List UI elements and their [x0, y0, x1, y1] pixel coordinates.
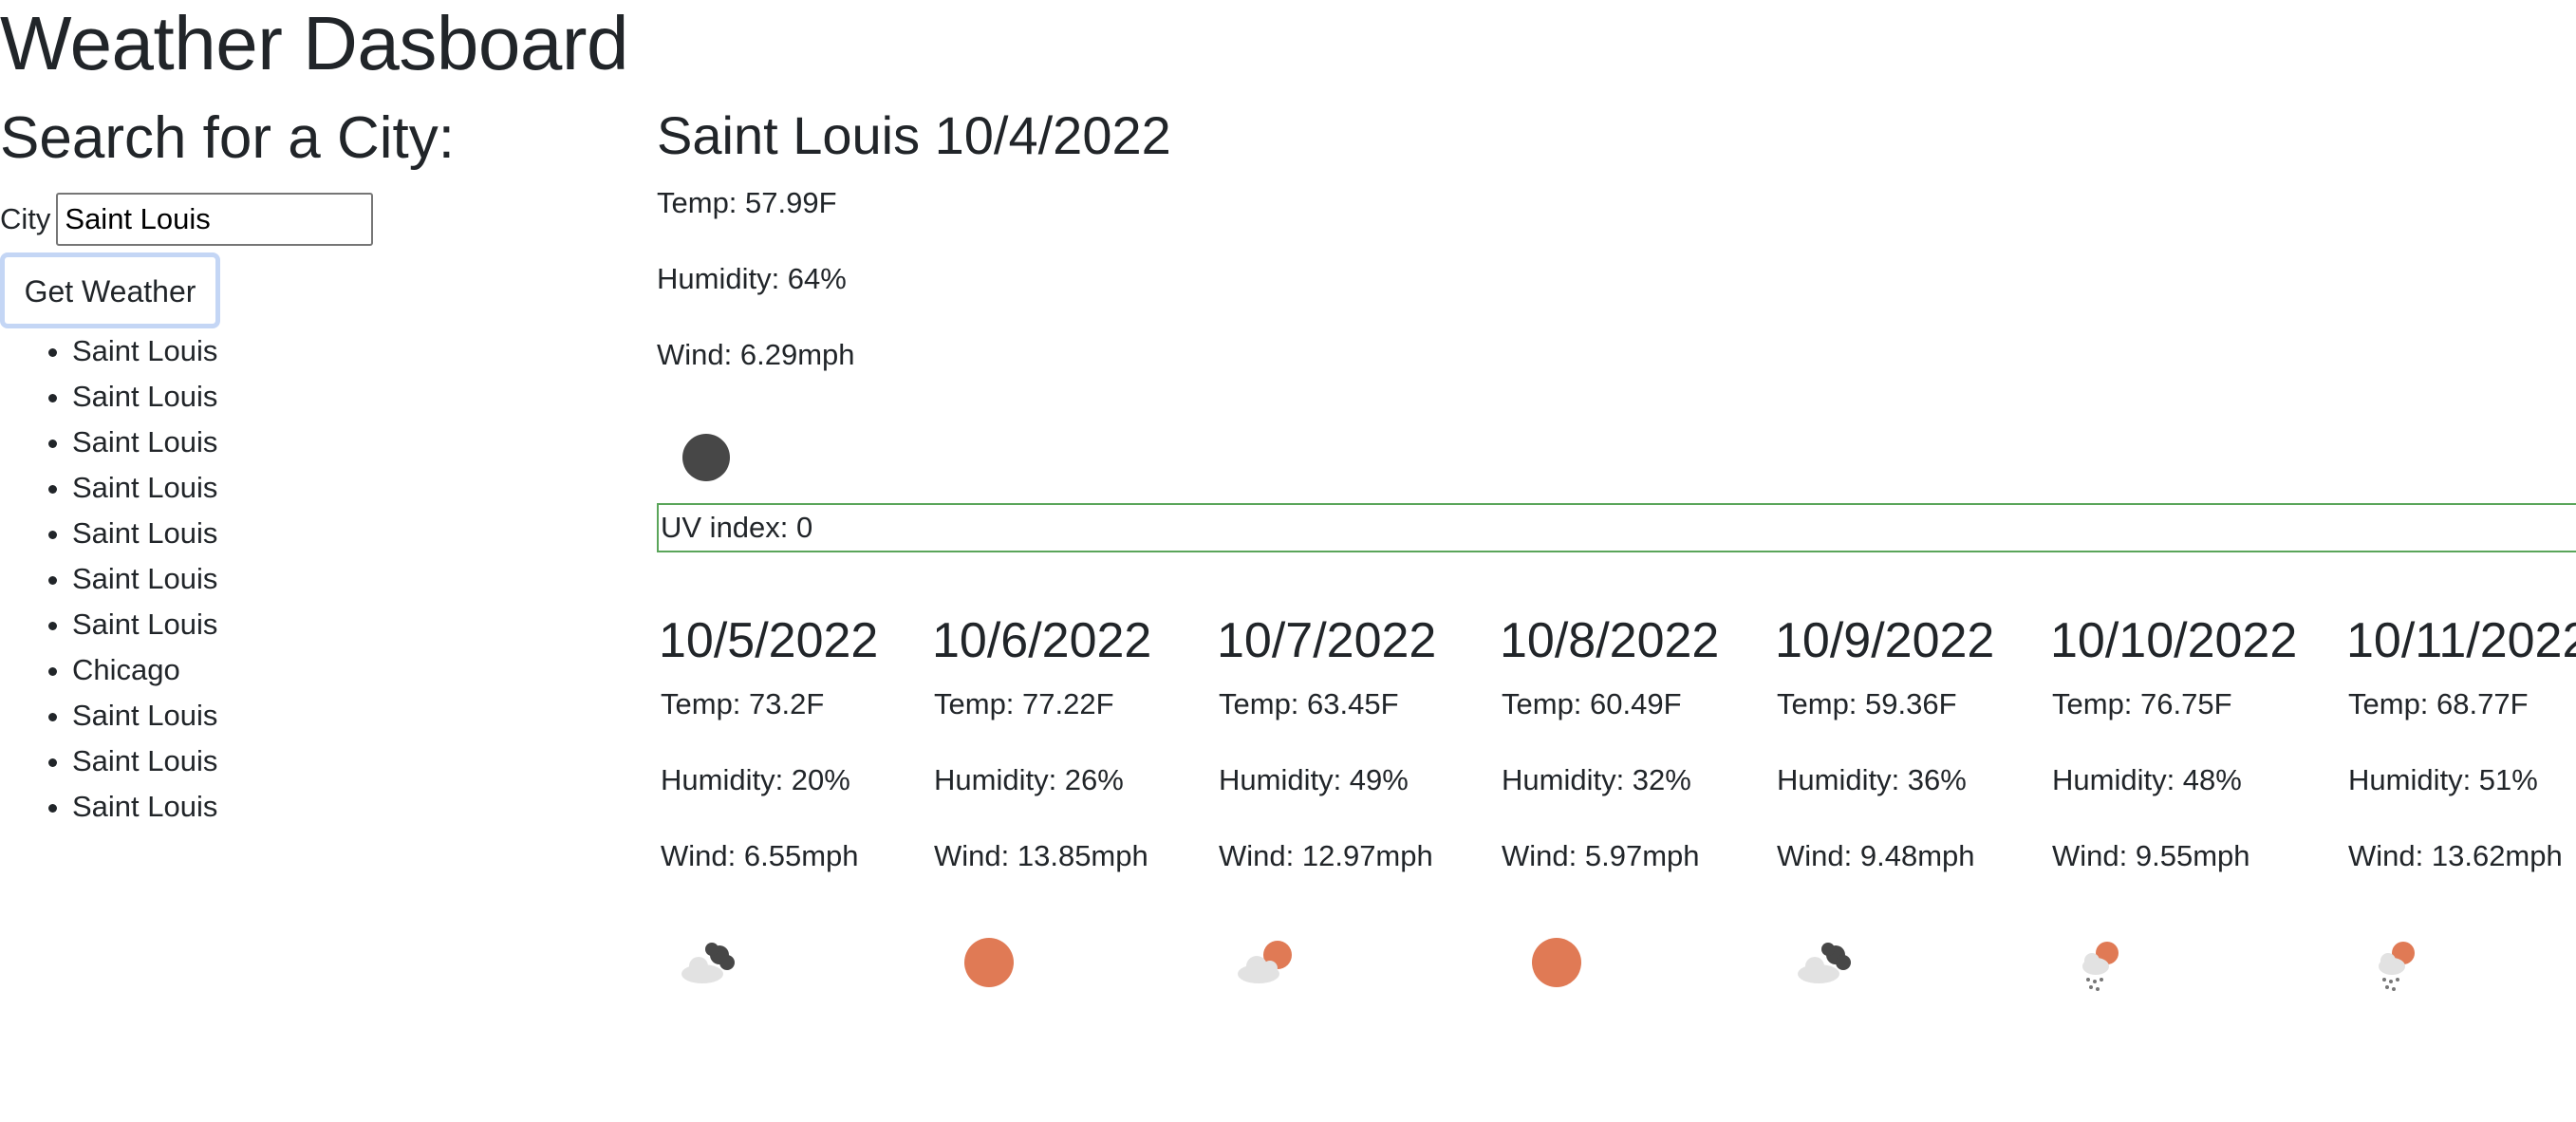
history-item[interactable]: Chicago: [72, 647, 217, 693]
forecast-card: 10/9/2022 Temp: 59.36F Humidity: 36% Win…: [1775, 608, 1995, 983]
forecast-card: 10/5/2022 Temp: 73.2F Humidity: 20% Wind…: [659, 608, 879, 983]
sun-icon: [964, 938, 1014, 987]
current-wind: Wind: 6.29mph: [657, 338, 855, 371]
forecast-temp: Temp: 63.45F: [1219, 687, 1399, 720]
forecast-humidity: Humidity: 49%: [1219, 763, 1409, 796]
forecast-wind: Wind: 12.97mph: [1219, 839, 1433, 872]
forecast-wind: Wind: 13.62mph: [2348, 839, 2563, 872]
forecast-date: 10/7/2022: [1217, 613, 1437, 668]
forecast-date: 10/5/2022: [659, 613, 879, 668]
history-item[interactable]: Saint Louis: [72, 739, 217, 784]
forecast-date: 10/10/2022: [2050, 613, 2298, 668]
uv-index: UV index: 0: [657, 503, 2576, 552]
forecast-wind: Wind: 9.48mph: [1777, 839, 1975, 872]
cloudy-night-icon: [681, 943, 735, 983]
forecast-temp: Temp: 68.77F: [2348, 687, 2529, 720]
history-item[interactable]: Saint Louis: [72, 328, 217, 374]
history-item[interactable]: Saint Louis: [72, 556, 217, 602]
history-item[interactable]: Saint Louis: [72, 602, 217, 647]
search-panel: Search for a City: City Get Weather Sain…: [0, 103, 607, 823]
forecast-date: 10/8/2022: [1500, 613, 1720, 668]
forecast-humidity: Humidity: 51%: [2348, 763, 2538, 796]
rain-sun-icon: [2379, 942, 2415, 991]
forecast-humidity: Humidity: 20%: [661, 763, 850, 796]
cloudy-night-icon: [1798, 943, 1851, 983]
forecast-humidity: Humidity: 48%: [2052, 763, 2242, 796]
search-heading: Search for a City:: [0, 105, 455, 171]
history-item[interactable]: Saint Louis: [72, 693, 217, 739]
forecast-humidity: Humidity: 26%: [934, 763, 1124, 796]
sun-icon: [1532, 938, 1581, 987]
search-history-list: Saint Louis Saint Louis Saint Louis Sain…: [0, 328, 217, 830]
forecast-date: 10/6/2022: [932, 613, 1152, 668]
history-item[interactable]: Saint Louis: [72, 465, 217, 511]
forecast-card: 10/11/2022 Temp: 68.77F Humidity: 51% Wi…: [2346, 608, 2576, 991]
partly-cloudy-icon: [1238, 941, 1292, 983]
history-item[interactable]: Saint Louis: [72, 374, 217, 420]
forecast-temp: Temp: 76.75F: [2052, 687, 2232, 720]
city-label: City: [0, 202, 51, 235]
forecast-temp: Temp: 73.2F: [661, 687, 825, 720]
forecast-humidity: Humidity: 32%: [1502, 763, 1691, 796]
forecast-wind: Wind: 6.55mph: [661, 839, 859, 872]
city-input[interactable]: [56, 193, 374, 246]
forecast-temp: Temp: 59.36F: [1777, 687, 1957, 720]
forecast-card: 10/7/2022 Temp: 63.45F Humidity: 49% Win…: [1217, 608, 1437, 983]
forecast-date: 10/9/2022: [1775, 613, 1995, 668]
forecast-temp: Temp: 60.49F: [1502, 687, 1682, 720]
current-weather: Saint Louis 10/4/2022 Temp: 57.99F Humid…: [657, 103, 2576, 552]
history-item[interactable]: Saint Louis: [72, 784, 217, 830]
current-temp: Temp: 57.99F: [657, 186, 837, 219]
get-weather-button[interactable]: Get Weather: [0, 252, 220, 328]
city-row: City: [0, 190, 374, 249]
forecast-date: 10/11/2022: [2346, 613, 2576, 668]
forecast-wind: Wind: 9.55mph: [2052, 839, 2250, 872]
forecast-wind: Wind: 13.85mph: [934, 839, 1148, 872]
forecast-card: 10/10/2022 Temp: 76.75F Humidity: 48% Wi…: [2050, 608, 2298, 991]
rain-sun-icon: [2082, 942, 2119, 991]
forecast-wind: Wind: 5.97mph: [1502, 839, 1700, 872]
forecast-card: 10/8/2022 Temp: 60.49F Humidity: 32% Win…: [1500, 608, 1720, 987]
dark-moon-icon: [682, 434, 730, 481]
forecast-temp: Temp: 77.22F: [934, 687, 1114, 720]
current-city-date: Saint Louis 10/4/2022: [657, 105, 1171, 165]
page-title: Weather Dasboard: [0, 1, 629, 85]
forecast-humidity: Humidity: 36%: [1777, 763, 1967, 796]
forecast-card: 10/6/2022 Temp: 77.22F Humidity: 26% Win…: [932, 608, 1152, 987]
history-item[interactable]: Saint Louis: [72, 420, 217, 465]
current-humidity: Humidity: 64%: [657, 262, 847, 295]
history-item[interactable]: Saint Louis: [72, 511, 217, 556]
